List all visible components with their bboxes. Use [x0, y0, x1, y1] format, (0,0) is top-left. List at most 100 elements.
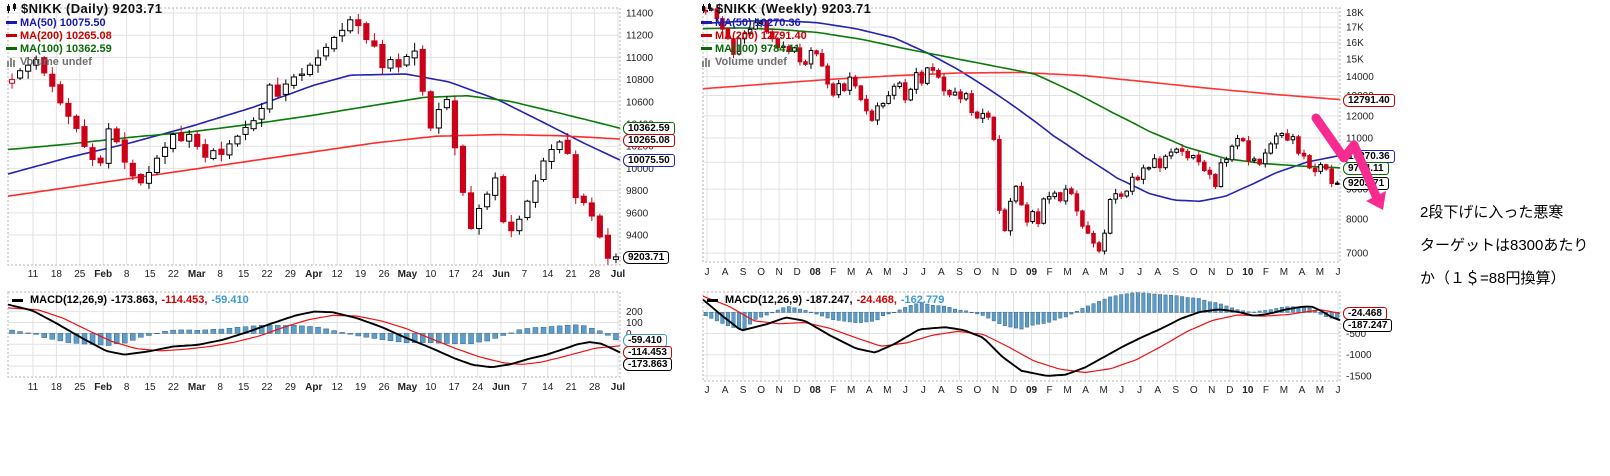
svg-text:24: 24 — [472, 382, 484, 393]
svg-text:M: M — [1280, 267, 1288, 278]
volume-bars-icon — [6, 57, 18, 67]
legend-label: Volume undef — [715, 55, 787, 68]
svg-text:S: S — [956, 267, 963, 278]
svg-text:D: D — [794, 385, 801, 396]
svg-text:F: F — [1046, 267, 1052, 278]
svg-text:19: 19 — [355, 269, 367, 280]
svg-text:F: F — [830, 267, 836, 278]
svg-text:10: 10 — [1242, 267, 1254, 278]
svg-text:A: A — [866, 385, 873, 396]
svg-text:15K: 15K — [1346, 55, 1364, 66]
svg-text:O: O — [757, 385, 765, 396]
price-label-12791.40: 12791.40 — [1343, 94, 1395, 107]
svg-text:28: 28 — [589, 382, 601, 393]
svg-text:D: D — [1226, 385, 1233, 396]
svg-text:Mar: Mar — [188, 382, 206, 393]
svg-text:15: 15 — [144, 269, 156, 280]
svg-text:11000: 11000 — [1346, 134, 1374, 145]
svg-text:O: O — [757, 267, 765, 278]
svg-text:25: 25 — [74, 269, 86, 280]
svg-text:11200: 11200 — [626, 31, 654, 42]
svg-text:May: May — [398, 269, 418, 280]
svg-text:O: O — [974, 385, 982, 396]
legend-row: MA(50) 10270.36 — [701, 16, 807, 29]
svg-text:14000: 14000 — [1346, 72, 1374, 83]
svg-text:N: N — [992, 267, 999, 278]
svg-text:10: 10 — [425, 382, 437, 393]
svg-text:D: D — [1010, 267, 1017, 278]
svg-text:8000: 8000 — [1346, 215, 1369, 226]
svg-text:Feb: Feb — [94, 382, 112, 393]
svg-text:8: 8 — [217, 269, 223, 280]
svg-text:F: F — [1263, 267, 1269, 278]
annotation-line-3: か（１＄=88円換算） — [1420, 270, 1566, 287]
svg-text:J: J — [1137, 385, 1142, 396]
svg-text:18: 18 — [51, 269, 63, 280]
svg-text:8: 8 — [217, 382, 223, 393]
ma-dash-icon — [6, 34, 17, 37]
daily-chart-title: $NIKK (Daily) 9203.71 — [6, 1, 162, 16]
svg-text:O: O — [1190, 385, 1198, 396]
svg-text:N: N — [775, 385, 782, 396]
ma-line-MA200 — [7, 133, 621, 197]
svg-text:10200: 10200 — [626, 142, 654, 153]
svg-text:A: A — [1154, 267, 1161, 278]
svg-text:12000: 12000 — [1346, 111, 1374, 122]
svg-text:100: 100 — [626, 318, 643, 329]
svg-text:22: 22 — [168, 382, 180, 393]
svg-text:7: 7 — [522, 382, 528, 393]
annotation-text: 2段下げに入った悪寒 ターゲットは8300あたり か（１＄=88円換算） — [1420, 196, 1588, 295]
svg-text:A: A — [938, 267, 945, 278]
daily-chart: 1140011200110001080010600104001020010000… — [7, 7, 654, 393]
svg-text:May: May — [398, 382, 418, 393]
svg-text:M: M — [847, 267, 855, 278]
svg-text:24: 24 — [472, 269, 484, 280]
svg-text:-500: -500 — [1346, 329, 1366, 340]
legend-row: MA(200) 12791.40 — [701, 29, 807, 42]
svg-text:17: 17 — [449, 382, 461, 393]
ma-dash-icon — [701, 21, 712, 24]
legend-row: MA(100) 9784.11 — [701, 42, 807, 55]
svg-text:19: 19 — [355, 382, 367, 393]
price-label-9784.11: 9784.11 — [1343, 162, 1389, 175]
svg-text:A: A — [1154, 385, 1161, 396]
svg-text:26: 26 — [378, 382, 390, 393]
ma-dash-icon — [6, 21, 17, 24]
svg-text:J: J — [1137, 267, 1142, 278]
svg-text:A: A — [1082, 385, 1089, 396]
macd-value: -59.410 — [211, 294, 249, 306]
svg-text:12: 12 — [332, 382, 344, 393]
svg-text:11000: 11000 — [626, 53, 654, 64]
macd-value: -173.863, — [111, 294, 158, 306]
axis-labels: 1140011200110001080010600104001020010000… — [28, 8, 654, 393]
svg-text:Jun: Jun — [492, 382, 510, 393]
weekly-chart-title: $NIKK (Weekly) 9203.71 — [701, 1, 871, 16]
macd_line — [702, 298, 1341, 377]
svg-text:M: M — [883, 267, 891, 278]
svg-text:M: M — [1099, 267, 1107, 278]
svg-text:25: 25 — [74, 382, 86, 393]
legend-label: MA(100) 10362.59 — [20, 42, 112, 55]
legend-label: MA(200) 10265.08 — [20, 29, 112, 42]
svg-text:N: N — [775, 267, 782, 278]
svg-text:Jul: Jul — [611, 382, 626, 393]
svg-text:A: A — [722, 267, 729, 278]
macd-value: -162.779 — [900, 294, 945, 306]
ma-dash-icon — [701, 47, 712, 50]
svg-text:22: 22 — [261, 382, 273, 393]
svg-text:F: F — [1046, 385, 1052, 396]
annotation-line-2: ターゲットは8300あたり — [1420, 237, 1589, 254]
svg-text:M: M — [1063, 385, 1071, 396]
macd-value: -187.247, — [806, 294, 853, 306]
signal_line — [7, 307, 621, 365]
macd-value: -114.453, — [161, 294, 208, 306]
price-label-10075.50: 10075.50 — [623, 154, 675, 167]
svg-text:21: 21 — [566, 382, 578, 393]
svg-text:08: 08 — [810, 267, 822, 278]
svg-text:D: D — [794, 267, 801, 278]
svg-text:J: J — [903, 385, 908, 396]
svg-text:M: M — [1063, 267, 1071, 278]
svg-text:S: S — [740, 385, 747, 396]
